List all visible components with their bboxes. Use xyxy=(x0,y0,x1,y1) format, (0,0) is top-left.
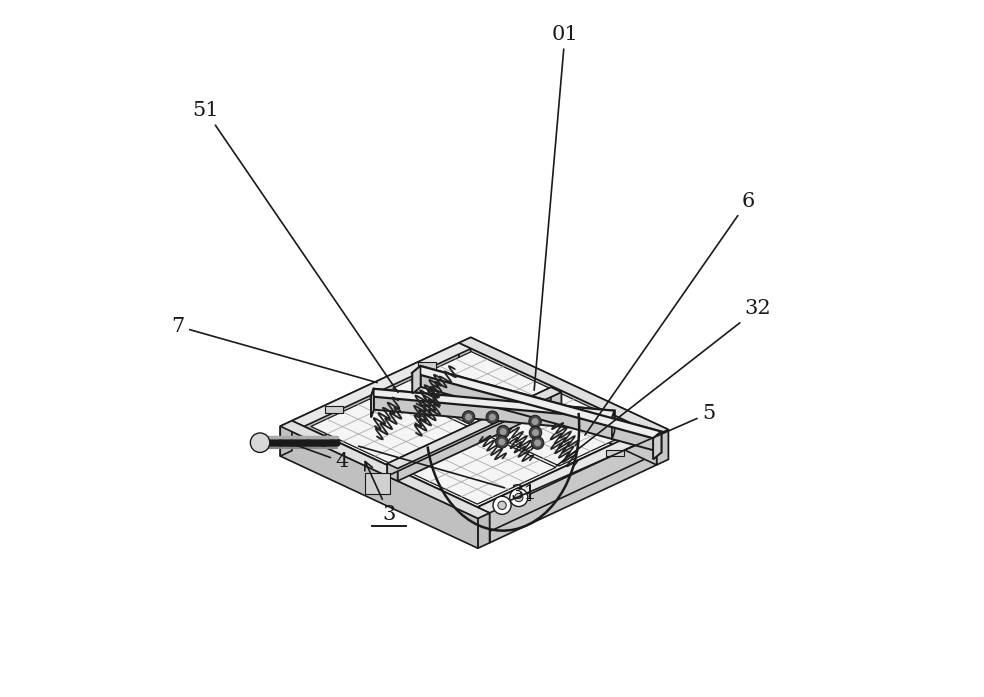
Polygon shape xyxy=(612,411,615,439)
Polygon shape xyxy=(512,493,530,500)
Polygon shape xyxy=(393,352,551,425)
Circle shape xyxy=(496,436,508,448)
Polygon shape xyxy=(280,421,490,519)
Polygon shape xyxy=(325,406,343,413)
Polygon shape xyxy=(490,435,656,543)
Circle shape xyxy=(486,411,499,424)
Polygon shape xyxy=(459,343,656,465)
Polygon shape xyxy=(605,450,624,457)
Polygon shape xyxy=(388,464,398,481)
Polygon shape xyxy=(479,392,638,466)
Polygon shape xyxy=(459,337,470,373)
Circle shape xyxy=(534,440,541,447)
Text: 7: 7 xyxy=(171,316,377,383)
Circle shape xyxy=(500,428,507,435)
Polygon shape xyxy=(388,388,561,468)
Polygon shape xyxy=(388,388,551,476)
Text: 32: 32 xyxy=(556,299,771,466)
Polygon shape xyxy=(477,507,490,543)
Polygon shape xyxy=(653,431,661,459)
Circle shape xyxy=(531,437,544,450)
Text: 3: 3 xyxy=(365,461,396,523)
Polygon shape xyxy=(412,366,661,438)
Polygon shape xyxy=(470,337,668,459)
Polygon shape xyxy=(412,366,420,394)
Circle shape xyxy=(510,489,527,507)
Circle shape xyxy=(529,427,542,439)
Polygon shape xyxy=(420,366,661,452)
Polygon shape xyxy=(459,343,471,378)
Polygon shape xyxy=(374,389,615,431)
Text: 4: 4 xyxy=(292,443,349,471)
Polygon shape xyxy=(398,392,561,481)
Circle shape xyxy=(497,425,510,438)
Polygon shape xyxy=(477,429,645,534)
Polygon shape xyxy=(471,348,645,456)
Polygon shape xyxy=(304,348,471,453)
Text: 6: 6 xyxy=(584,192,755,435)
Polygon shape xyxy=(280,426,478,549)
Circle shape xyxy=(532,429,539,436)
Polygon shape xyxy=(311,390,469,464)
Text: 51: 51 xyxy=(192,101,398,392)
Polygon shape xyxy=(292,343,459,451)
Circle shape xyxy=(528,415,541,428)
Polygon shape xyxy=(304,348,471,457)
Circle shape xyxy=(498,438,506,445)
Polygon shape xyxy=(292,343,471,427)
Polygon shape xyxy=(365,473,390,494)
Circle shape xyxy=(489,414,496,421)
Text: 5: 5 xyxy=(512,404,715,500)
Polygon shape xyxy=(477,429,645,537)
Polygon shape xyxy=(398,430,556,504)
Circle shape xyxy=(465,413,472,420)
Polygon shape xyxy=(412,366,420,394)
Polygon shape xyxy=(459,337,668,435)
Polygon shape xyxy=(478,513,490,549)
Circle shape xyxy=(493,496,511,514)
Text: 31: 31 xyxy=(358,446,536,503)
Polygon shape xyxy=(371,389,374,418)
Polygon shape xyxy=(551,388,561,405)
Polygon shape xyxy=(292,421,490,543)
Polygon shape xyxy=(304,348,645,507)
Circle shape xyxy=(462,411,474,423)
Text: 01: 01 xyxy=(534,24,579,390)
Circle shape xyxy=(498,501,506,510)
Circle shape xyxy=(515,493,523,502)
Polygon shape xyxy=(371,389,374,418)
Polygon shape xyxy=(371,389,615,418)
Polygon shape xyxy=(656,429,668,465)
Circle shape xyxy=(250,433,270,452)
Polygon shape xyxy=(280,421,292,456)
Polygon shape xyxy=(292,421,304,457)
Polygon shape xyxy=(653,431,661,459)
Polygon shape xyxy=(612,411,615,439)
Polygon shape xyxy=(477,429,656,513)
Polygon shape xyxy=(418,362,437,369)
Circle shape xyxy=(531,418,538,425)
Polygon shape xyxy=(645,429,656,465)
